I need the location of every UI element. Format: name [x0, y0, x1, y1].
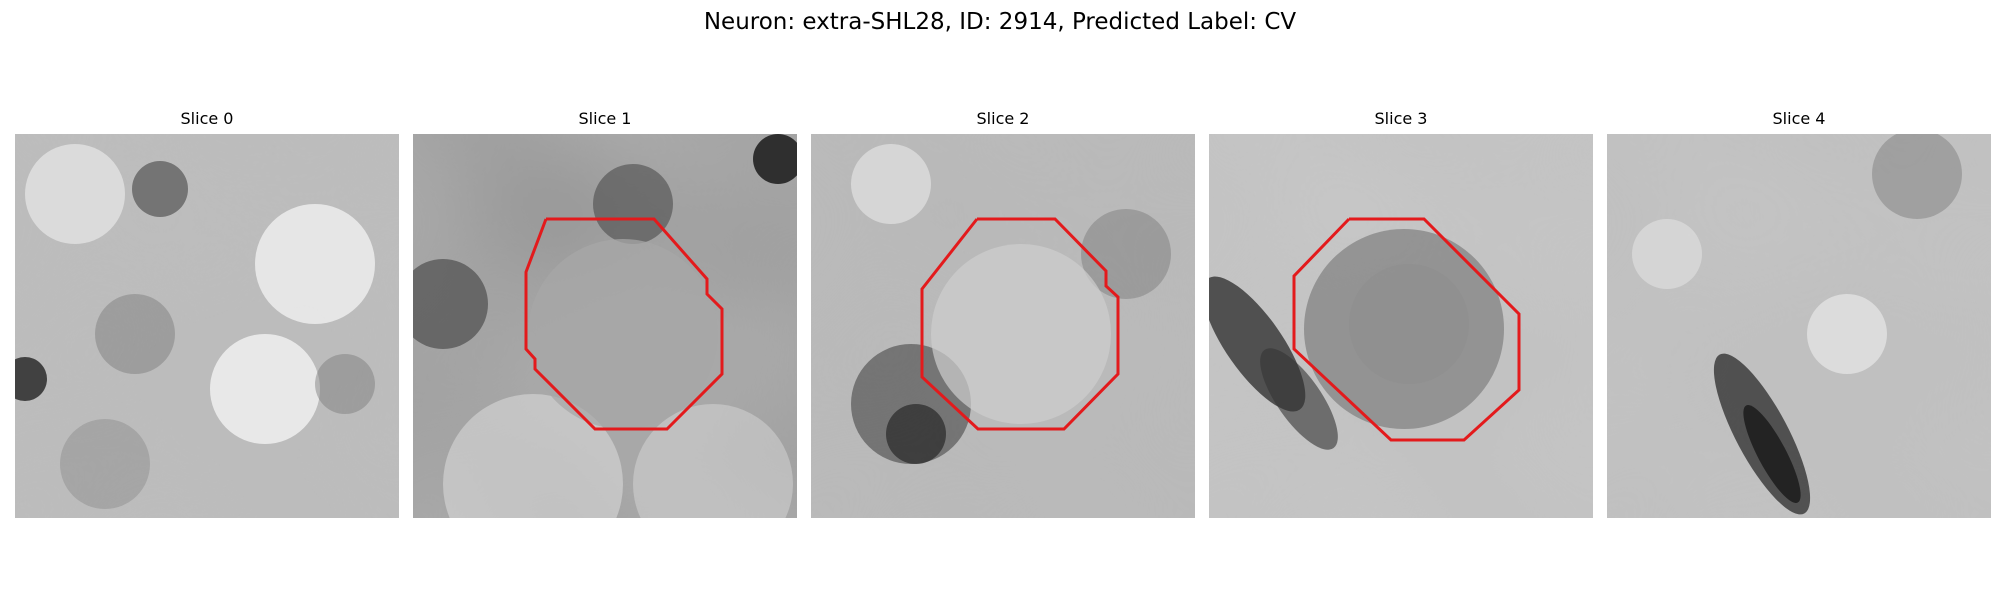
slice-title: Slice 4	[1772, 109, 1826, 128]
slice-image	[15, 134, 399, 518]
slice-title: Slice 2	[976, 109, 1030, 128]
slice-image	[1209, 134, 1593, 518]
slice-title: Slice 1	[578, 109, 632, 128]
soma-contour	[524, 217, 724, 431]
slice-title: Slice 3	[1374, 109, 1428, 128]
slice-image	[1607, 134, 1991, 518]
slice-title: Slice 0	[180, 109, 234, 128]
slice-image	[413, 134, 797, 518]
slice-image	[811, 134, 1195, 518]
soma-contour	[1292, 217, 1521, 442]
soma-contour	[920, 217, 1120, 431]
figure-title: Neuron: extra-SHL28, ID: 2914, Predicted…	[703, 9, 1297, 35]
